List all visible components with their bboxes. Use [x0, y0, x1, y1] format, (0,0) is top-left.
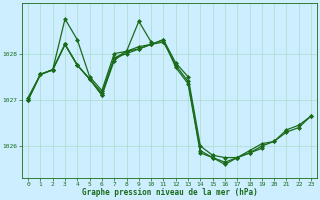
X-axis label: Graphe pression niveau de la mer (hPa): Graphe pression niveau de la mer (hPa): [82, 188, 258, 197]
